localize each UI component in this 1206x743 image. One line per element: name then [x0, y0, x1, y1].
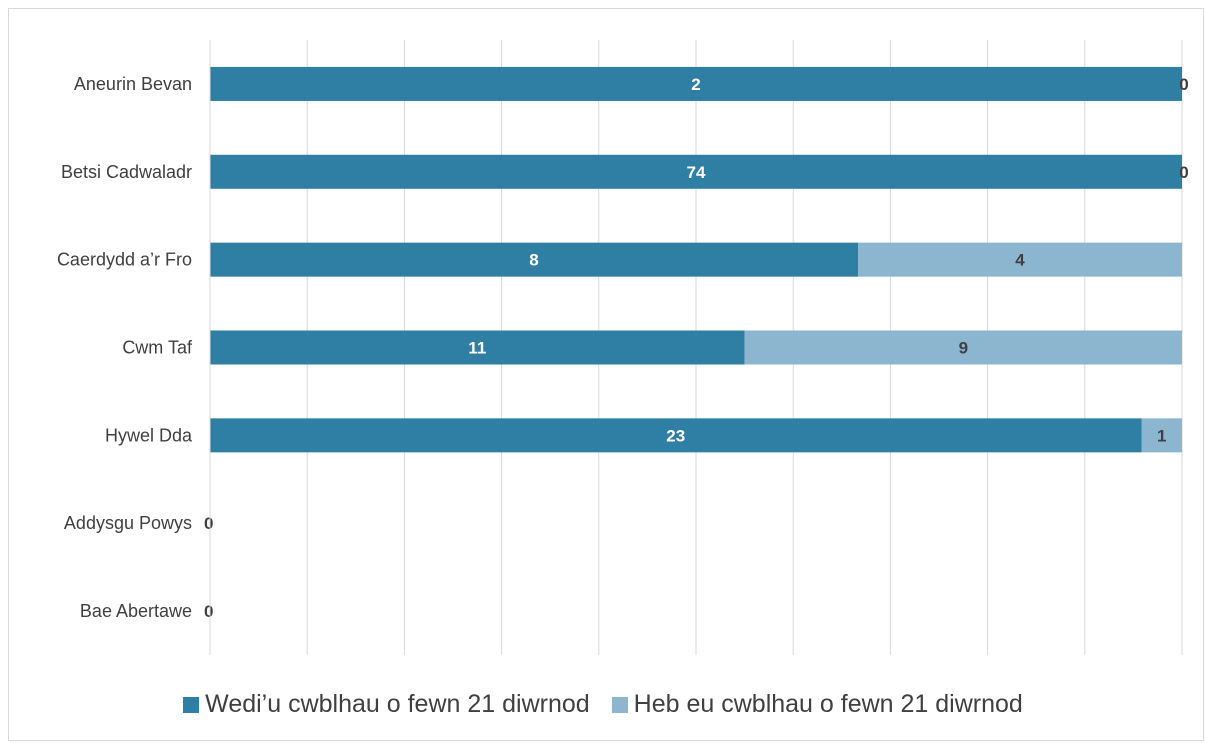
data-label-s0-0: 2: [691, 75, 700, 94]
data-label-s1-4: 1: [1157, 426, 1166, 445]
bar-s0-1: [210, 154, 1182, 189]
category-label-6: Bae Abertawe: [80, 601, 192, 621]
data-label-s0-2: 8: [529, 251, 538, 270]
chart-frame: [8, 8, 1204, 741]
bar-s1-3: [744, 330, 1182, 365]
legend-swatch-completed: [183, 696, 200, 713]
bar-s0-3: [210, 330, 745, 365]
legend-swatch-not-completed: [611, 696, 628, 713]
bar-s1-4: [1141, 418, 1182, 453]
data-label-s1-3: 9: [959, 339, 968, 358]
data-label-empty-5: 0: [204, 514, 213, 533]
data-label-s1-1: 0: [1179, 163, 1188, 182]
category-label-1: Betsi Cadwaladr: [61, 162, 192, 182]
category-label-0: Aneurin Bevan: [74, 74, 192, 94]
bar-s0-2: [210, 242, 858, 277]
category-label-2: Caerdydd a’r Fro: [57, 250, 192, 270]
legend: Wedi’u cwblhau o fewn 21 diwrnod Heb eu …: [0, 690, 1206, 719]
data-label-s1-0: 0: [1179, 75, 1188, 94]
category-label-5: Addysgu Powys: [64, 513, 192, 533]
legend-item-completed: Wedi’u cwblhau o fewn 21 diwrnod: [183, 690, 590, 719]
bar-s1-2: [858, 242, 1182, 277]
data-label-s0-4: 23: [666, 426, 685, 445]
legend-label-not-completed: Heb eu cwblhau o fewn 21 diwrnod: [633, 690, 1023, 718]
category-label-4: Hywel Dda: [105, 425, 193, 445]
data-label-s1-2: 4: [1015, 251, 1025, 270]
legend-label-completed: Wedi’u cwblhau o fewn 21 diwrnod: [205, 690, 590, 718]
legend-item-not-completed: Heb eu cwblhau o fewn 21 diwrnod: [611, 690, 1023, 719]
category-label-3: Cwm Taf: [122, 338, 193, 358]
data-label-s0-1: 74: [687, 163, 706, 182]
data-label-s0-3: 11: [468, 339, 486, 358]
bar-s0-0: [210, 66, 1182, 101]
data-label-empty-6: 0: [204, 602, 213, 621]
bar-s0-4: [210, 418, 1142, 453]
